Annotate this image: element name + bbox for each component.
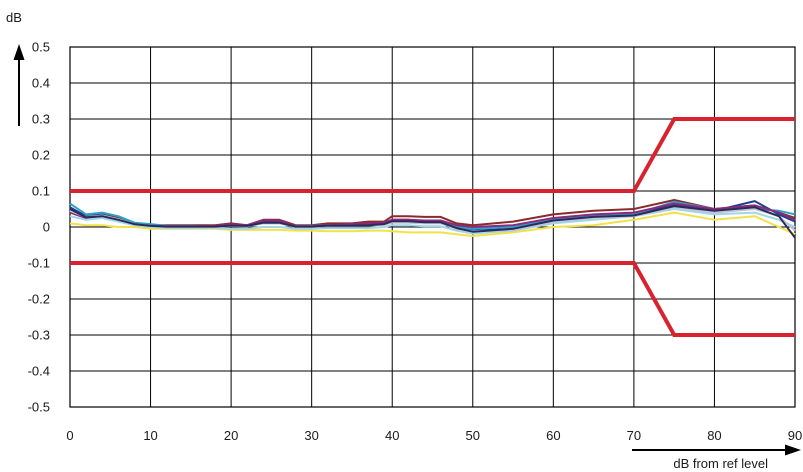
series-lines	[69, 199, 796, 239]
x-axis-label: dB from ref level	[673, 456, 768, 471]
y-tick-label: -0.1	[28, 256, 50, 271]
y-tick-label: 0.3	[32, 112, 50, 127]
x-axis-arrow	[632, 444, 801, 456]
x-tick-label: 70	[627, 428, 641, 443]
y-tick-labels: 0.5 0.4 0.3 0.2 0.1 0 -0.1 -0.2 -0.3 -0.4 -0.5	[28, 40, 50, 415]
y-tick-label: 0.5	[32, 40, 50, 55]
y-tick-label: 0	[43, 220, 50, 235]
y-tick-label: 0.4	[32, 76, 50, 91]
y-tick-label: -0.2	[28, 292, 50, 307]
x-tick-label: 0	[66, 428, 73, 443]
y-axis-label: dB	[6, 10, 22, 25]
upper-limit-line	[70, 117, 795, 193]
y-tick-label: 0.1	[32, 184, 50, 199]
x-tick-label: 10	[143, 428, 157, 443]
x-tick-label: 30	[304, 428, 318, 443]
x-tick-label: 50	[466, 428, 480, 443]
x-tick-label: 40	[385, 428, 399, 443]
x-tick-label: 80	[707, 428, 721, 443]
series-line-5	[69, 211, 796, 237]
limit-lines	[70, 117, 795, 337]
lower-limit-line	[70, 261, 795, 337]
x-tick-label: 20	[224, 428, 238, 443]
x-tick-labels: 0 10 20 30 40 50 60 70 80 90	[66, 428, 802, 443]
y-axis-arrow	[13, 44, 25, 126]
y-tick-label: 0.2	[32, 148, 50, 163]
y-tick-label: -0.3	[28, 328, 50, 343]
y-tick-label: -0.5	[28, 400, 50, 415]
x-tick-label: 90	[788, 428, 802, 443]
series-line-8	[69, 205, 796, 239]
x-tick-label: 60	[546, 428, 560, 443]
y-tick-label: -0.4	[28, 364, 50, 379]
